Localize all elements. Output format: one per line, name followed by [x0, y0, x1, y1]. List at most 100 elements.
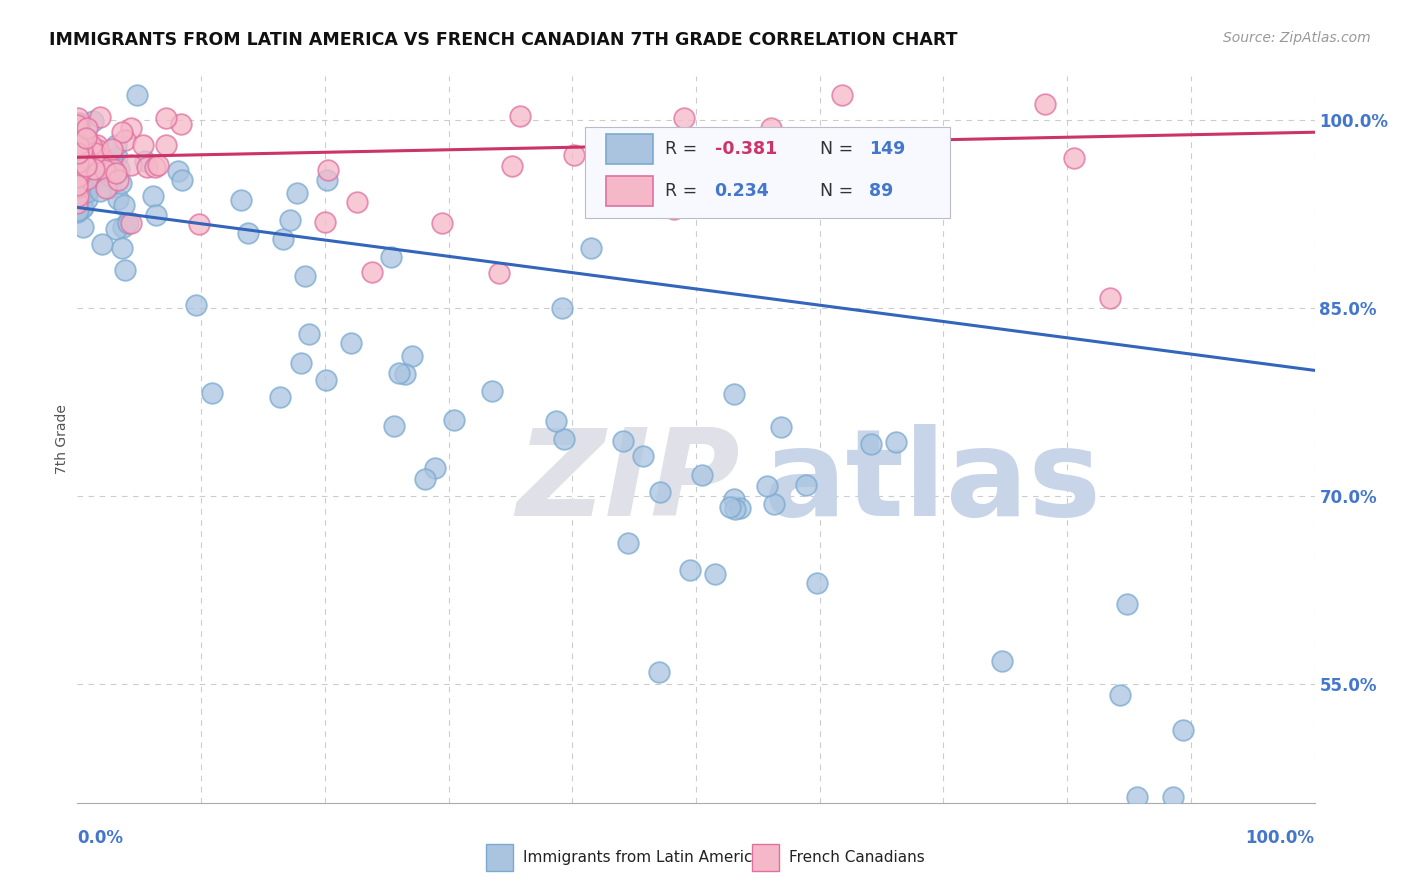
Point — [112, 198, 135, 212]
Point — [69, 159, 91, 173]
Point — [415, 472, 437, 486]
Point — [67, 188, 90, 202]
Point — [148, 158, 170, 172]
Text: N =: N = — [820, 182, 859, 200]
Point — [67, 148, 90, 162]
Point — [80, 151, 103, 165]
Point — [66, 133, 89, 147]
Point — [66, 176, 89, 190]
Point — [104, 138, 127, 153]
Point — [70, 151, 93, 165]
Point — [67, 144, 90, 158]
Point — [79, 159, 101, 173]
Point — [647, 665, 669, 679]
Text: ZIP: ZIP — [516, 425, 741, 541]
Point — [360, 264, 382, 278]
Point — [718, 500, 741, 515]
Point — [75, 159, 97, 173]
Point — [703, 567, 725, 582]
Point — [111, 241, 134, 255]
Point — [723, 501, 745, 516]
Point — [82, 156, 104, 170]
Point — [346, 194, 368, 209]
Point — [481, 384, 503, 398]
Point — [101, 156, 124, 170]
Point — [83, 146, 105, 161]
Point — [67, 172, 90, 186]
Point — [728, 501, 751, 516]
Point — [845, 148, 868, 162]
Point — [672, 111, 695, 125]
Point — [172, 173, 194, 187]
Point — [66, 170, 89, 185]
Point — [723, 491, 745, 506]
Point — [70, 186, 93, 200]
Point — [105, 150, 128, 164]
Point — [66, 203, 89, 218]
Point — [117, 216, 139, 230]
Point — [73, 182, 96, 196]
Point — [76, 156, 98, 170]
Point — [66, 174, 89, 188]
Point — [271, 232, 294, 246]
Text: R =: R = — [665, 140, 703, 158]
Point — [884, 434, 907, 449]
Point — [72, 167, 94, 181]
Point — [66, 205, 89, 219]
Point — [73, 158, 96, 172]
Point — [77, 172, 100, 186]
Point — [100, 142, 122, 156]
Point — [110, 176, 132, 190]
Point — [546, 414, 568, 428]
Point — [89, 110, 111, 124]
Text: -0.381: -0.381 — [714, 140, 776, 158]
Point — [66, 180, 89, 194]
Point — [107, 161, 129, 176]
Point — [66, 144, 89, 158]
Point — [69, 168, 91, 182]
Point — [612, 434, 634, 449]
Text: Immigrants from Latin America: Immigrants from Latin America — [523, 850, 762, 865]
Point — [298, 326, 321, 341]
Point — [70, 143, 93, 157]
Point — [315, 373, 337, 387]
Bar — [606, 134, 652, 164]
Point — [72, 156, 94, 170]
Point — [90, 159, 112, 173]
Point — [89, 158, 111, 172]
Point — [1063, 151, 1085, 165]
Point — [120, 121, 142, 136]
Point — [66, 150, 89, 164]
Point — [86, 138, 108, 153]
Point — [67, 156, 90, 170]
Point — [201, 386, 224, 401]
Point — [756, 479, 779, 493]
Point — [66, 173, 89, 187]
Point — [769, 420, 792, 434]
Point — [96, 181, 118, 195]
Point — [67, 154, 90, 169]
Point — [66, 142, 89, 156]
Point — [79, 157, 101, 171]
Point — [759, 121, 782, 136]
Point — [66, 155, 89, 169]
Text: IMMIGRANTS FROM LATIN AMERICA VS FRENCH CANADIAN 7TH GRADE CORRELATION CHART: IMMIGRANTS FROM LATIN AMERICA VS FRENCH … — [49, 31, 957, 49]
Point — [112, 219, 135, 234]
Point — [66, 195, 89, 210]
Point — [394, 367, 416, 381]
Point — [340, 336, 363, 351]
Point — [66, 124, 89, 138]
Point — [67, 120, 90, 135]
Point — [806, 575, 828, 590]
Point — [269, 390, 291, 404]
Point — [188, 217, 211, 231]
Point — [794, 478, 817, 492]
Point — [294, 268, 316, 283]
Point — [67, 162, 90, 177]
Point — [98, 169, 121, 183]
Point — [105, 166, 128, 180]
Point — [186, 298, 208, 312]
Point — [388, 366, 411, 380]
Point — [66, 163, 89, 178]
Point — [579, 241, 602, 255]
